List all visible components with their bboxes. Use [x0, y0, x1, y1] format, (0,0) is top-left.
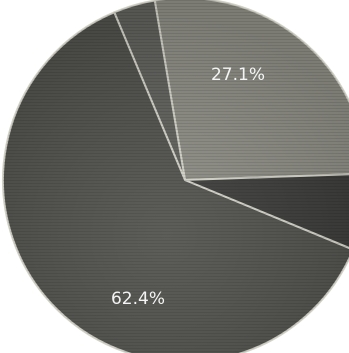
pie-labels: 27.1% 62.4%	[111, 65, 265, 309]
pie-slice-1	[153, 0, 349, 181]
pie-slice-label-3: 62.4%	[111, 289, 165, 309]
pie-slice-label-1: 27.1%	[211, 65, 265, 85]
